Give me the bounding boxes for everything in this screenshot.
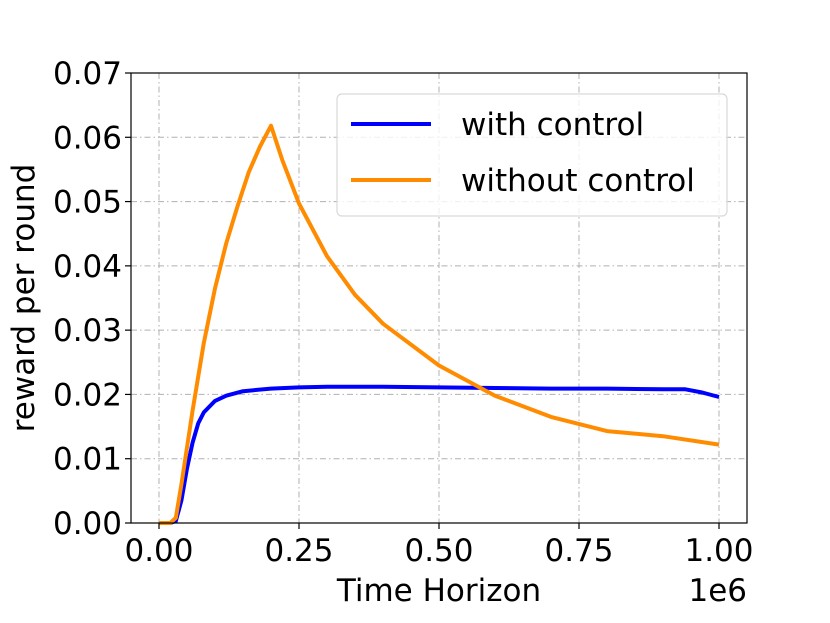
legend-label-1: without control (461, 163, 695, 199)
legend: with control without control (336, 93, 728, 217)
x-axis-label: Time Horizon (336, 573, 541, 609)
y-tick-label: 0.05 (53, 185, 122, 221)
x-tick-label: 0.75 (544, 533, 613, 569)
y-tick-label: 0.03 (53, 313, 122, 349)
y-tick-label: 0.02 (53, 377, 122, 413)
series-line-1 (159, 123, 720, 525)
y-tick-label: 0.01 (53, 442, 122, 478)
y-axis-label: reward per round (6, 164, 42, 433)
x-tick-label: 0.50 (404, 533, 473, 569)
x-axis-offset-label: 1e6 (688, 573, 747, 609)
series-line-0 (159, 384, 720, 525)
y-tick-label: 0.00 (53, 506, 122, 542)
series-lines (159, 123, 720, 525)
y-tick-label: 0.06 (53, 120, 122, 156)
x-tick-label: 1.00 (684, 533, 753, 569)
legend-label-0: with control (461, 107, 644, 143)
x-tick-label: 0.00 (124, 533, 193, 569)
y-tick-label: 0.07 (53, 56, 122, 92)
x-tick-label: 0.25 (264, 533, 333, 569)
y-tick-label: 0.04 (53, 249, 122, 285)
legend-box (336, 93, 728, 217)
axis-ticks: 0.00 0.25 0.50 0.75 1.00 0.00 0.01 0.02 0.03 0.04… (53, 56, 754, 569)
